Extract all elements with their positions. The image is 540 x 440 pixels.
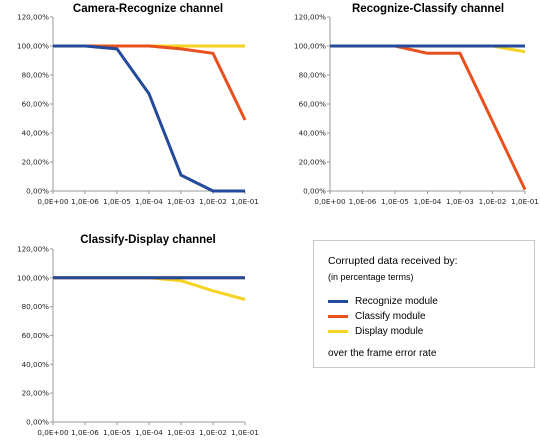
chart-2: Recognize-Classify channel 0,00% 20,00% 40,… (294, 3, 539, 206)
y-tick-label: 40,00% (299, 129, 327, 138)
chart-3: Classify-Display channel 0,00% 20,00% 40,00… (17, 234, 259, 437)
chart-title: Recognize-Classify channel (352, 3, 504, 15)
x-tick-label: 1,0E-02 (479, 197, 507, 206)
y-tick-label: 80,00% (299, 71, 327, 80)
legend-item-display: Display module (328, 324, 423, 338)
y-tick-label: 100,00% (17, 42, 49, 51)
x-tick-label: 1,0E-03 (167, 428, 195, 437)
legend-item-classify: Classify module (328, 309, 426, 323)
x-tick-label: 1,0E-02 (199, 197, 227, 206)
x-tick-label: 1,0E-02 (199, 428, 227, 437)
legend-swatch-display (328, 329, 348, 333)
series-line-classify (330, 44, 527, 191)
y-tick-label: 60,00% (22, 331, 50, 340)
y-tick-label: 120,00% (17, 245, 49, 254)
x-tick-label: 1,0E-01 (231, 428, 259, 437)
x-tick-label: 0,0E+00 (37, 197, 69, 206)
x-tick-label: 1,0E-05 (381, 197, 409, 206)
x-tick-label: 1,0E-04 (135, 197, 163, 206)
y-tick-label: 20,00% (22, 389, 50, 398)
x-tick-label: 1,0E-05 (103, 197, 131, 206)
x-tick-label: 1,0E-05 (103, 428, 131, 437)
x-tick-label: 1,0E-01 (511, 197, 539, 206)
legend-swatch-classify (328, 314, 348, 318)
y-tick-label: 0,00% (26, 418, 49, 427)
legend-item-recognize: Recognize module (328, 294, 438, 308)
chart-title: Camera-Recognize channel (73, 3, 223, 15)
x-tick-label: 1,0E-03 (446, 197, 474, 206)
x-tick-label: 1,0E-01 (231, 197, 259, 206)
series-line-display (53, 276, 246, 301)
legend-footer: over the frame error rate (328, 348, 437, 359)
series-line-recognize (53, 44, 245, 193)
y-tick-label: 80,00% (22, 71, 50, 80)
legend-label-recognize: Recognize module (355, 295, 438, 307)
x-tick-label: 0,0E+00 (314, 197, 346, 206)
chart-title: Classify-Display channel (80, 234, 216, 246)
y-tick-label: 40,00% (22, 129, 50, 138)
legend: Corrupted data received by: (in percenta… (313, 240, 535, 368)
x-tick-label: 0,0E+00 (37, 428, 69, 437)
y-tick-label: 80,00% (22, 302, 50, 311)
y-tick-label: 120,00% (294, 13, 326, 22)
y-tick-label: 40,00% (22, 360, 50, 369)
y-tick-label: 60,00% (22, 100, 50, 109)
x-tick-label: 1,0E-03 (167, 197, 195, 206)
legend-label-classify: Classify module (355, 310, 426, 322)
x-tick-label: 1,0E-06 (349, 197, 377, 206)
legend-label-display: Display module (355, 325, 424, 337)
chart-1: Camera-Recognize channel 0,00% 20,00% 40,00… (17, 3, 259, 206)
y-tick-label: 100,00% (17, 273, 49, 282)
legend-heading: Corrupted data received by: (328, 255, 458, 267)
y-tick-label: 20,00% (299, 158, 327, 167)
x-tick-label: 1,0E-04 (414, 197, 442, 206)
x-tick-label: 1,0E-04 (135, 428, 163, 437)
y-tick-label: 120,00% (17, 13, 49, 22)
y-tick-label: 60,00% (299, 100, 327, 109)
series-line-classify (53, 44, 247, 121)
y-tick-label: 100,00% (294, 42, 326, 51)
y-tick-label: 20,00% (22, 158, 50, 167)
x-tick-label: 1,0E-06 (71, 197, 99, 206)
legend-swatch-recognize (328, 299, 348, 303)
x-tick-label: 1,0E-06 (71, 428, 99, 437)
y-tick-label: 0,00% (303, 187, 326, 196)
y-tick-label: 0,00% (26, 187, 49, 196)
legend-subheading: (in percentage terms) (328, 272, 414, 282)
